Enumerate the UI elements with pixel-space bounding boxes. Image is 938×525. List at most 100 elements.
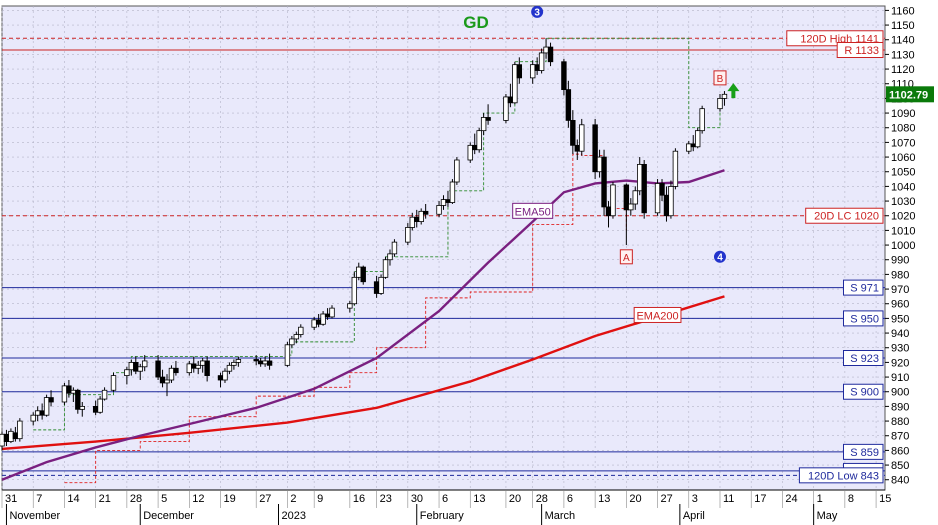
candle-up bbox=[289, 338, 295, 346]
candle-up bbox=[298, 326, 304, 335]
last-price-box bbox=[886, 86, 934, 103]
y-tick-label: 840 bbox=[891, 475, 909, 487]
candle-up bbox=[480, 117, 487, 132]
month-label: 2023 bbox=[281, 510, 305, 522]
x-tick-label: 3 bbox=[692, 493, 698, 505]
candle-down bbox=[39, 410, 45, 416]
candle-up bbox=[124, 369, 130, 377]
level-label-box bbox=[843, 279, 884, 296]
level-label: S 923 bbox=[850, 353, 879, 365]
x-tick-label: 27 bbox=[259, 493, 271, 505]
month-label: May bbox=[817, 510, 838, 522]
candle-down bbox=[565, 89, 572, 121]
y-tick-label: 890 bbox=[891, 401, 909, 413]
candle-down bbox=[659, 183, 665, 196]
y-tick-label: 1070 bbox=[891, 137, 915, 149]
ema200-line bbox=[1, 295, 725, 451]
candle-up bbox=[101, 389, 108, 400]
candle-up bbox=[418, 210, 424, 222]
candle-up bbox=[409, 216, 415, 228]
ema50-label-box bbox=[512, 202, 554, 219]
y-axis: 840 850 860 870 880 890 900 910 920 930 940 950 960 9… bbox=[885, 5, 934, 487]
y-tick-label: 950 bbox=[891, 313, 909, 325]
candle-down bbox=[574, 144, 580, 152]
candle-up bbox=[222, 370, 228, 381]
y-tick-label: 1030 bbox=[891, 196, 915, 208]
level-label: S 859 bbox=[850, 447, 879, 459]
candle-down bbox=[324, 313, 331, 318]
y-tick-label: 960 bbox=[891, 299, 909, 311]
candle-down bbox=[204, 360, 210, 376]
x-tick-label: 17 bbox=[754, 493, 766, 505]
candle-up bbox=[142, 360, 148, 368]
candle-up bbox=[186, 363, 193, 374]
month-label: March bbox=[545, 510, 576, 522]
candle-up bbox=[311, 319, 317, 328]
candle-up bbox=[17, 420, 23, 440]
candle-up bbox=[34, 410, 41, 416]
y-tick-label: 1150 bbox=[891, 20, 915, 32]
candle-down bbox=[217, 375, 224, 381]
candle-down bbox=[92, 405, 99, 413]
level-label-box bbox=[798, 467, 884, 484]
candles bbox=[0, 38, 728, 451]
candle-up bbox=[391, 241, 398, 255]
level-label-box bbox=[843, 383, 884, 400]
candle-up bbox=[610, 184, 616, 217]
candle-down bbox=[422, 210, 429, 215]
candle-up bbox=[668, 185, 674, 217]
month-label: February bbox=[420, 510, 465, 522]
last-price-label: 1102.79 bbox=[889, 89, 928, 101]
x-tick-label: 8 bbox=[848, 493, 854, 505]
candle-down bbox=[3, 433, 10, 442]
candle-up bbox=[137, 366, 143, 372]
candle-up bbox=[721, 93, 728, 99]
wave-3: 3 bbox=[534, 7, 540, 18]
x-tick-label: 20 bbox=[629, 493, 641, 505]
month-label: April bbox=[683, 510, 705, 522]
level-label: R 1133 bbox=[844, 45, 879, 57]
x-tick-label: 15 bbox=[879, 493, 891, 505]
level-label: S 950 bbox=[850, 313, 879, 325]
candle-up bbox=[262, 360, 268, 365]
candle-up bbox=[347, 303, 353, 309]
x-tick-label: 6 bbox=[567, 493, 573, 505]
candle-up bbox=[320, 313, 326, 325]
annotations: EMA50 EMA200 3 4 A B bbox=[512, 5, 740, 323]
candle-up bbox=[476, 130, 482, 151]
candle-down bbox=[601, 156, 607, 208]
y-tick-label: 1040 bbox=[891, 181, 915, 193]
y-tick-label: 970 bbox=[891, 284, 909, 296]
y-tick-label: 1060 bbox=[891, 152, 915, 164]
y-tick-label: 880 bbox=[891, 416, 909, 428]
candle-up bbox=[694, 130, 701, 148]
x-tick-label: 7 bbox=[36, 493, 42, 505]
candle-up bbox=[226, 364, 233, 372]
ema200-label: EMA200 bbox=[636, 310, 678, 322]
candle-down bbox=[534, 64, 540, 71]
y-tick-label: 1010 bbox=[891, 225, 915, 237]
candle-up bbox=[195, 364, 201, 369]
candle-down bbox=[155, 360, 161, 378]
candle-down bbox=[360, 266, 366, 283]
candle-down bbox=[253, 359, 259, 362]
candle-up bbox=[405, 227, 411, 243]
y-tick-label: 850 bbox=[891, 460, 909, 472]
candle-up bbox=[168, 367, 175, 381]
y-tick-label: 1120 bbox=[891, 64, 915, 76]
wave-4-circle bbox=[713, 250, 726, 263]
x-tick-label: 13 bbox=[473, 493, 485, 505]
x-tick-label: 2 bbox=[290, 493, 296, 505]
x-tick-label: 23 bbox=[380, 493, 392, 505]
candle-up bbox=[717, 98, 723, 110]
candle-up bbox=[284, 344, 291, 366]
candle-down bbox=[191, 363, 197, 369]
candle-down bbox=[173, 367, 179, 374]
candle-up bbox=[378, 276, 384, 294]
candle-up bbox=[61, 385, 68, 403]
x-tick-label: 28 bbox=[130, 493, 142, 505]
x-tick-label: 6 bbox=[442, 493, 448, 505]
candle-down bbox=[266, 360, 273, 366]
